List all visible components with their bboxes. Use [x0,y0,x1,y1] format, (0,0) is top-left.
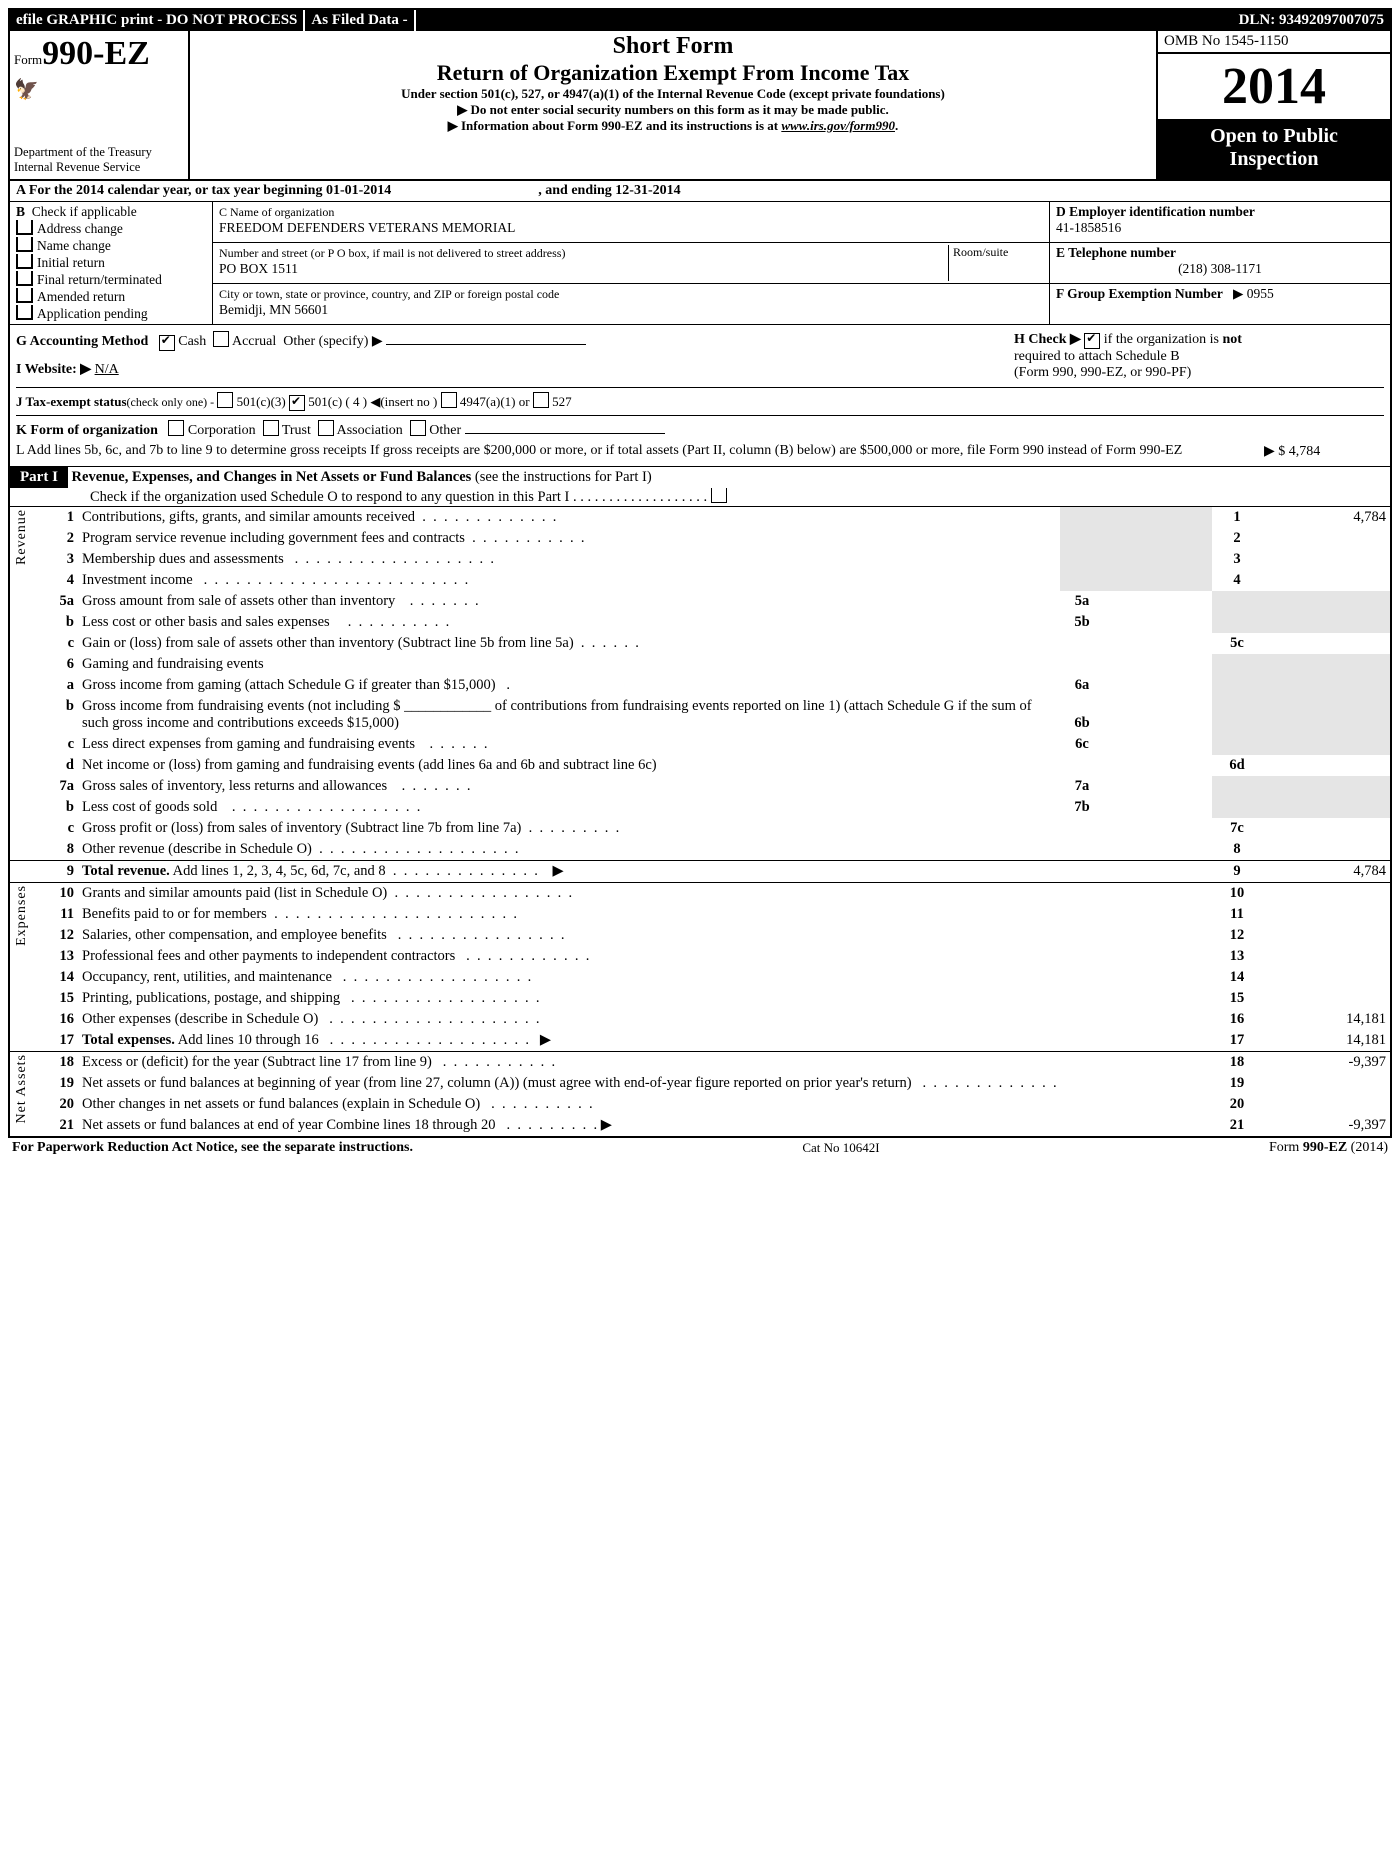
catalog-number: Cat No 10642I [413,1140,1269,1156]
line-21-end-net-assets: -9,397 [1262,1115,1390,1136]
phone-label: E Telephone number [1056,245,1176,260]
efile-topbar: efile GRAPHIC print - DO NOT PROCESS As … [10,10,1390,31]
short-form-label: Short Form [196,33,1150,60]
chk-501c3[interactable] [217,392,233,408]
form-prefix: Form [14,52,42,67]
header-center: Short Form Return of Organization Exempt… [190,31,1156,179]
form-number: 990-EZ [42,35,150,72]
open-to-public-inspection: Open to Public Inspection [1158,121,1390,179]
col-B-checkboxes: B Check if applicable Address change Nam… [10,202,213,324]
chk-schedule-o-used[interactable] [711,488,727,503]
netassets-vlabel: Net Assets [14,1054,30,1124]
chk-final-return[interactable] [16,271,33,286]
as-filed-label: As Filed Data - [305,10,415,31]
room-suite-label: Room/suite [948,245,1043,281]
line-18-excess-deficit: -9,397 [1262,1052,1390,1074]
line-9-total-revenue: 4,784 [1262,861,1390,883]
gross-receipts-value: $ 4,784 [1278,444,1320,459]
row-K-form-of-org: K Form of organization Corporation Trust… [16,415,1384,439]
chk-accrual[interactable] [213,331,229,347]
ein-label: D Employer identification number [1056,204,1255,219]
irs-form990-link[interactable]: www.irs.gov/form990 [781,118,895,133]
org-name-value: FREEDOM DEFENDERS VETERANS MEMORIAL [219,220,515,235]
header-left: Form990-EZ 🦅 Department of the Treasury … [10,31,190,179]
paperwork-reduction-notice: For Paperwork Reduction Act Notice, see … [12,1140,413,1156]
line-1-amount: 4,784 [1262,507,1390,528]
irs-label: Internal Revenue Service [14,160,152,175]
expenses-vlabel: Expenses [14,885,30,946]
dept-treasury-label: Department of the Treasury [14,145,152,160]
chk-application-pending[interactable] [16,305,33,320]
chk-501c[interactable] [289,395,305,411]
part-1-bar: Part I [10,467,68,488]
street-label: Number and street (or P O box, if mail i… [219,246,565,260]
form-header: Form990-EZ 🦅 Department of the Treasury … [10,31,1390,181]
phone-value: (218) 308-1171 [1056,261,1384,277]
chk-4947a1[interactable] [441,392,457,408]
col-DEF: D Employer identification number 41-1858… [1049,202,1390,324]
chk-amended-return[interactable] [16,288,33,303]
row-J-tax-exempt: J Tax-exempt status(check only one) - 50… [16,387,1384,411]
tax-year: 2014 [1158,54,1390,121]
row-G-accounting: G Accounting Method Cash Accrual Other (… [16,331,1006,351]
under-section-label: Under section 501(c), 527, or 4947(a)(1)… [196,86,1150,102]
part-1-header: Part I Revenue, Expenses, and Changes in… [10,467,1390,507]
dln-label: DLN: 93492097007075 [1233,10,1390,31]
chk-trust[interactable] [263,420,279,436]
line-17-total-expenses: 14,181 [1262,1030,1390,1052]
form-990ez-2014: Form 990-EZ (2014) [1269,1140,1388,1156]
chk-initial-return[interactable] [16,254,33,269]
page-footer: For Paperwork Reduction Act Notice, see … [8,1138,1392,1158]
entity-info-grid: B Check if applicable Address change Nam… [10,202,1390,325]
city-value: Bemidji, MN 56601 [219,302,328,317]
efile-print-label: efile GRAPHIC print - DO NOT PROCESS [10,10,305,31]
chk-other-org[interactable] [410,420,426,436]
city-label: City or town, state or province, country… [219,287,559,301]
row-I-website: I Website: ▶ N/A [16,361,1006,378]
org-name-label: C Name of organization [219,205,334,219]
chk-name-change[interactable] [16,237,33,252]
street-value: PO BOX 1511 [219,261,298,276]
chk-association[interactable] [318,420,334,436]
rows-G-through-L: G Accounting Method Cash Accrual Other (… [10,325,1390,467]
ssn-warning: Do not enter social security numbers on … [196,102,1150,118]
chk-527[interactable] [533,392,549,408]
line-16-amount: 14,181 [1262,1009,1390,1030]
part1-table: Revenue 1Contributions, gifts, grants, a… [10,507,1390,1136]
row-H-schedule-b: H Check ▶ if the organization is not req… [1006,331,1384,381]
group-exemption-value: ▶ 0955 [1233,286,1274,301]
chk-address-change[interactable] [16,220,33,235]
row-A-tax-year: A For the 2014 calendar year, or tax yea… [10,181,1390,202]
revenue-vlabel: Revenue [14,509,30,565]
return-title: Return of Organization Exempt From Incom… [196,60,1150,86]
col-C-org-info: C Name of organization FREEDOM DEFENDERS… [213,202,1049,324]
chk-corporation[interactable] [168,420,184,436]
header-right: OMB No 1545-1150 2014 Open to Public Ins… [1156,31,1390,179]
irs-eagle-icon: 🦅 [14,77,184,102]
row-L-gross-receipts: L Add lines 5b, 6c, and 7b to line 9 to … [16,443,1384,460]
chk-not-required-sched-b[interactable] [1084,333,1100,349]
ein-value: 41-1858516 [1056,220,1121,235]
website-value: N/A [95,362,119,377]
chk-cash[interactable] [159,335,175,351]
group-exemption-label: F Group Exemption Number [1056,286,1223,301]
info-label: Information about Form 990-EZ and its in… [461,118,781,133]
form-990ez-page: efile GRAPHIC print - DO NOT PROCESS As … [8,8,1392,1138]
omb-number: OMB No 1545-1150 [1158,31,1390,54]
